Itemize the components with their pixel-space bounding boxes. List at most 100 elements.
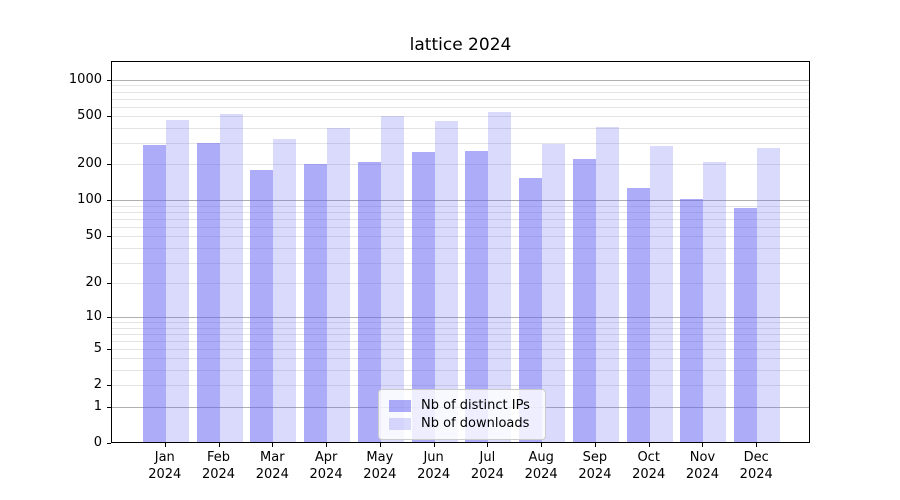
bar-distinct-ips <box>572 158 596 442</box>
bar-distinct-ips <box>196 142 220 442</box>
x-tick-label-line: 2024 <box>148 467 182 482</box>
bar-downloads <box>649 146 673 442</box>
x-tick-label-line: Apr <box>314 450 338 465</box>
y-tick-mark <box>107 316 111 318</box>
gridline-minor <box>112 358 809 360</box>
gridline-minor <box>112 106 809 108</box>
legend-label-distinct-ips: Nb of distinct IPs <box>421 398 530 413</box>
x-tick-label-line: Jan <box>154 450 175 465</box>
gridline-minor <box>112 327 809 329</box>
bar-downloads <box>273 139 297 442</box>
x-tick-label-line: Mar <box>260 450 285 465</box>
x-tick-label-line: Aug <box>528 450 554 465</box>
bar-distinct-ips <box>142 144 166 442</box>
y-tick-mark <box>107 116 111 118</box>
gridline-major <box>112 200 809 202</box>
x-tick-label: Nov 2024 <box>674 449 730 483</box>
x-tick-label: Jun 2024 <box>406 449 462 483</box>
x-tick-label: Jan 2024 <box>137 449 193 483</box>
gridline-minor <box>112 370 809 372</box>
x-tick-mark <box>218 443 220 447</box>
y-tick-label: 200 <box>77 156 102 172</box>
gridline-minor <box>112 143 809 145</box>
y-tick-label: 1 <box>93 398 102 414</box>
gridline-major <box>112 316 809 318</box>
bar-downloads <box>380 115 404 442</box>
gridline-minor <box>112 164 809 166</box>
x-tick-mark <box>541 443 543 447</box>
y-tick-label: 20 <box>85 275 102 290</box>
x-tick-label: Jul 2024 <box>459 449 515 483</box>
x-tick-label-line: 2024 <box>309 467 343 482</box>
y-tick-label: 0 <box>93 435 102 450</box>
x-tick-mark <box>379 443 381 447</box>
bar-downloads <box>542 144 566 442</box>
bar-distinct-ips <box>411 151 435 442</box>
y-tick-mark <box>107 283 111 284</box>
x-tick-label: May 2024 <box>352 449 408 483</box>
bar-distinct-ips <box>519 178 543 442</box>
plot-area <box>111 61 810 443</box>
gridline-minor <box>112 348 809 350</box>
y-tick-label: 10 <box>85 308 102 324</box>
bar-downloads <box>219 114 243 442</box>
y-tick-mark <box>107 79 111 81</box>
bar-distinct-ips <box>465 150 489 442</box>
x-tick-label-line: Sep <box>582 450 608 465</box>
x-tick-mark <box>164 443 166 447</box>
bar-downloads <box>434 120 458 442</box>
gridline-minor <box>112 91 809 93</box>
x-tick-label-line: 2024 <box>470 467 504 482</box>
x-tick-label-line: 2024 <box>363 467 397 482</box>
x-tick-label-line: 2024 <box>685 467 719 482</box>
bar-distinct-ips <box>734 207 758 442</box>
bar-downloads <box>165 120 189 442</box>
x-tick-label-line: 2024 <box>417 467 451 482</box>
gridline-minor <box>112 226 809 228</box>
x-tick-label: Oct 2024 <box>621 449 677 483</box>
gridline-minor <box>112 262 809 264</box>
gridline-minor <box>112 85 809 87</box>
bar-distinct-ips <box>357 161 381 442</box>
x-tick-label-line: Oct <box>637 450 660 465</box>
gridline-minor <box>112 128 809 130</box>
bar-downloads <box>757 148 781 442</box>
legend-item-distinct-ips: Nb of distinct IPs <box>389 397 537 414</box>
y-tick-label: 500 <box>77 108 102 124</box>
gridline-minor <box>112 236 809 238</box>
x-tick-label-line: 2024 <box>255 467 289 482</box>
gridline-minor <box>112 247 809 249</box>
y-tick-label: 5 <box>93 340 102 356</box>
legend-item-downloads: Nb of downloads <box>389 415 537 432</box>
x-tick-mark <box>326 443 328 447</box>
x-tick-label-line: Jul <box>479 450 496 465</box>
y-tick-label: 50 <box>85 228 102 244</box>
legend-swatch-downloads <box>389 417 411 430</box>
gridline-minor <box>112 385 809 387</box>
gridline-minor <box>112 322 809 323</box>
x-tick-label: Aug 2024 <box>513 449 569 483</box>
x-tick-label-line: Jun <box>423 450 444 465</box>
x-tick-mark <box>756 443 758 447</box>
x-tick-mark <box>702 443 704 447</box>
y-tick-mark <box>107 164 111 166</box>
x-tick-label: Feb 2024 <box>191 449 247 483</box>
x-tick-label-line: Dec <box>743 450 769 465</box>
y-tick-label: 2 <box>93 377 102 393</box>
y-tick-mark <box>107 200 111 202</box>
x-tick-label-line: 2024 <box>739 467 773 482</box>
y-tick-mark <box>107 348 111 350</box>
y-tick-label: 1000 <box>68 71 102 87</box>
gridline-minor <box>112 98 809 100</box>
x-tick-label: Dec 2024 <box>728 449 784 483</box>
bar-distinct-ips <box>680 199 704 442</box>
y-tick-mark <box>107 406 111 408</box>
bar-downloads <box>595 127 619 442</box>
x-tick-label-line: May <box>366 450 394 465</box>
legend-swatch-distinct-ips <box>389 399 411 412</box>
legend-label-downloads: Nb of downloads <box>421 416 530 431</box>
y-tick-mark <box>107 236 111 238</box>
gridline-minor <box>112 212 809 214</box>
x-tick-label: Apr 2024 <box>298 449 354 483</box>
